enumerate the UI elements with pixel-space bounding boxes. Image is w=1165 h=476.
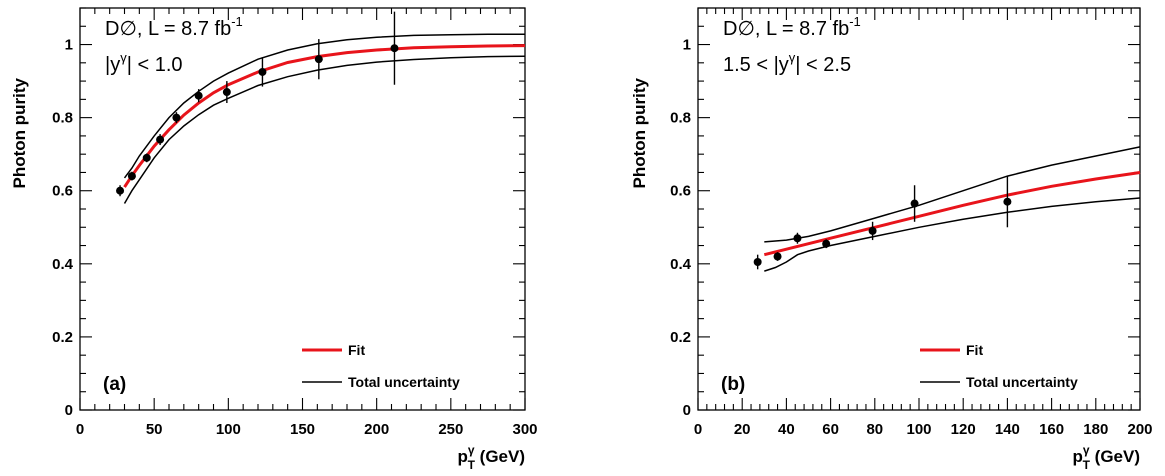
data-point xyxy=(127,172,136,181)
y-tick-label: 0.2 xyxy=(670,329,691,346)
data-point xyxy=(156,135,165,144)
dataset-annotation: D∅, L = 8.7 fb-1 xyxy=(723,14,861,40)
y-tick-label: 0 xyxy=(65,402,73,419)
data-point xyxy=(868,226,877,235)
x-tick-label: 150 xyxy=(290,421,315,438)
y-tick-label: 0 xyxy=(683,402,691,419)
x-tick-label: 50 xyxy=(146,421,163,438)
x-tick-label: 0 xyxy=(694,421,702,438)
legend-uncertainty-label: Total uncertainty xyxy=(966,374,1078,390)
x-tick-label: 250 xyxy=(438,421,463,438)
x-tick-label: 200 xyxy=(1127,421,1152,438)
data-point xyxy=(822,239,831,248)
x-tick-label: 200 xyxy=(364,421,389,438)
data-point xyxy=(314,55,323,64)
y-tick-label: 0.4 xyxy=(670,256,692,273)
data-point xyxy=(172,113,181,122)
data-point xyxy=(142,153,151,162)
x-tick-label: 20 xyxy=(734,421,751,438)
fit-curve xyxy=(763,171,1141,257)
x-tick-label: 40 xyxy=(778,421,795,438)
y-tick-label: 1 xyxy=(683,37,691,54)
y-tick-label: 0.6 xyxy=(52,183,73,200)
data-point xyxy=(773,252,782,261)
y-tick-label: 1 xyxy=(65,37,73,54)
rapidity-range-annotation: |yγ| < 1.0 xyxy=(105,50,183,76)
data-point xyxy=(390,44,399,53)
panel-label: (b) xyxy=(721,374,745,395)
data-point xyxy=(793,234,802,243)
x-tick-label: 100 xyxy=(906,421,931,438)
x-tick-label: 80 xyxy=(866,421,883,438)
x-axis-title: pγ T (GeV) xyxy=(458,443,525,472)
x-axis-title: pγ T (GeV) xyxy=(1073,443,1140,472)
y-tick-label: 0.8 xyxy=(670,110,691,127)
fit-curve xyxy=(123,44,526,188)
uncertainty-upper-curve xyxy=(123,33,525,179)
y-axis-title: Photon purity xyxy=(10,77,29,188)
x-tick-label: 100 xyxy=(216,421,241,438)
y-axis-title: Photon purity xyxy=(630,77,649,188)
data-point xyxy=(753,257,762,266)
x-tick-label: 0 xyxy=(76,421,84,438)
x-tick-label: 160 xyxy=(1039,421,1064,438)
data-point xyxy=(1003,197,1012,206)
y-tick-label: 0.4 xyxy=(52,256,74,273)
legend-fit-label: Fit xyxy=(966,342,983,358)
rapidity-range-annotation: 1.5 < |yγ| < 2.5 xyxy=(723,50,851,76)
y-tick-label: 0.2 xyxy=(52,329,73,346)
y-tick-label: 0.8 xyxy=(52,110,73,127)
data-point xyxy=(194,91,203,100)
data-point xyxy=(222,88,231,97)
data-point xyxy=(116,186,125,195)
data-point xyxy=(910,199,919,208)
x-tick-label: 60 xyxy=(822,421,839,438)
dataset-annotation: D∅, L = 8.7 fb-1 xyxy=(105,14,243,40)
legend-fit-label: Fit xyxy=(348,342,365,358)
panel-label: (a) xyxy=(103,374,126,395)
x-tick-label: 300 xyxy=(512,421,537,438)
y-tick-label: 0.6 xyxy=(670,183,691,200)
uncertainty-upper-curve xyxy=(764,146,1141,243)
data-point xyxy=(258,67,267,76)
uncertainty-lower-curve xyxy=(123,55,526,204)
chart-panel-b: 0 20 40 60 80 100 120 140 160 180 200 0 0.2 0.4 0.6 0.8… xyxy=(630,7,1153,472)
x-tick-label: 140 xyxy=(995,421,1020,438)
chart-panel-a: 0 50 100 150 200 250 300 0 0.2 0.4 0.6 0.8 1 Photon p… xyxy=(10,7,538,472)
x-tick-label: 120 xyxy=(951,421,976,438)
legend-uncertainty-label: Total uncertainty xyxy=(348,374,460,390)
x-tick-label: 180 xyxy=(1083,421,1108,438)
uncertainty-lower-curve xyxy=(764,197,1141,272)
